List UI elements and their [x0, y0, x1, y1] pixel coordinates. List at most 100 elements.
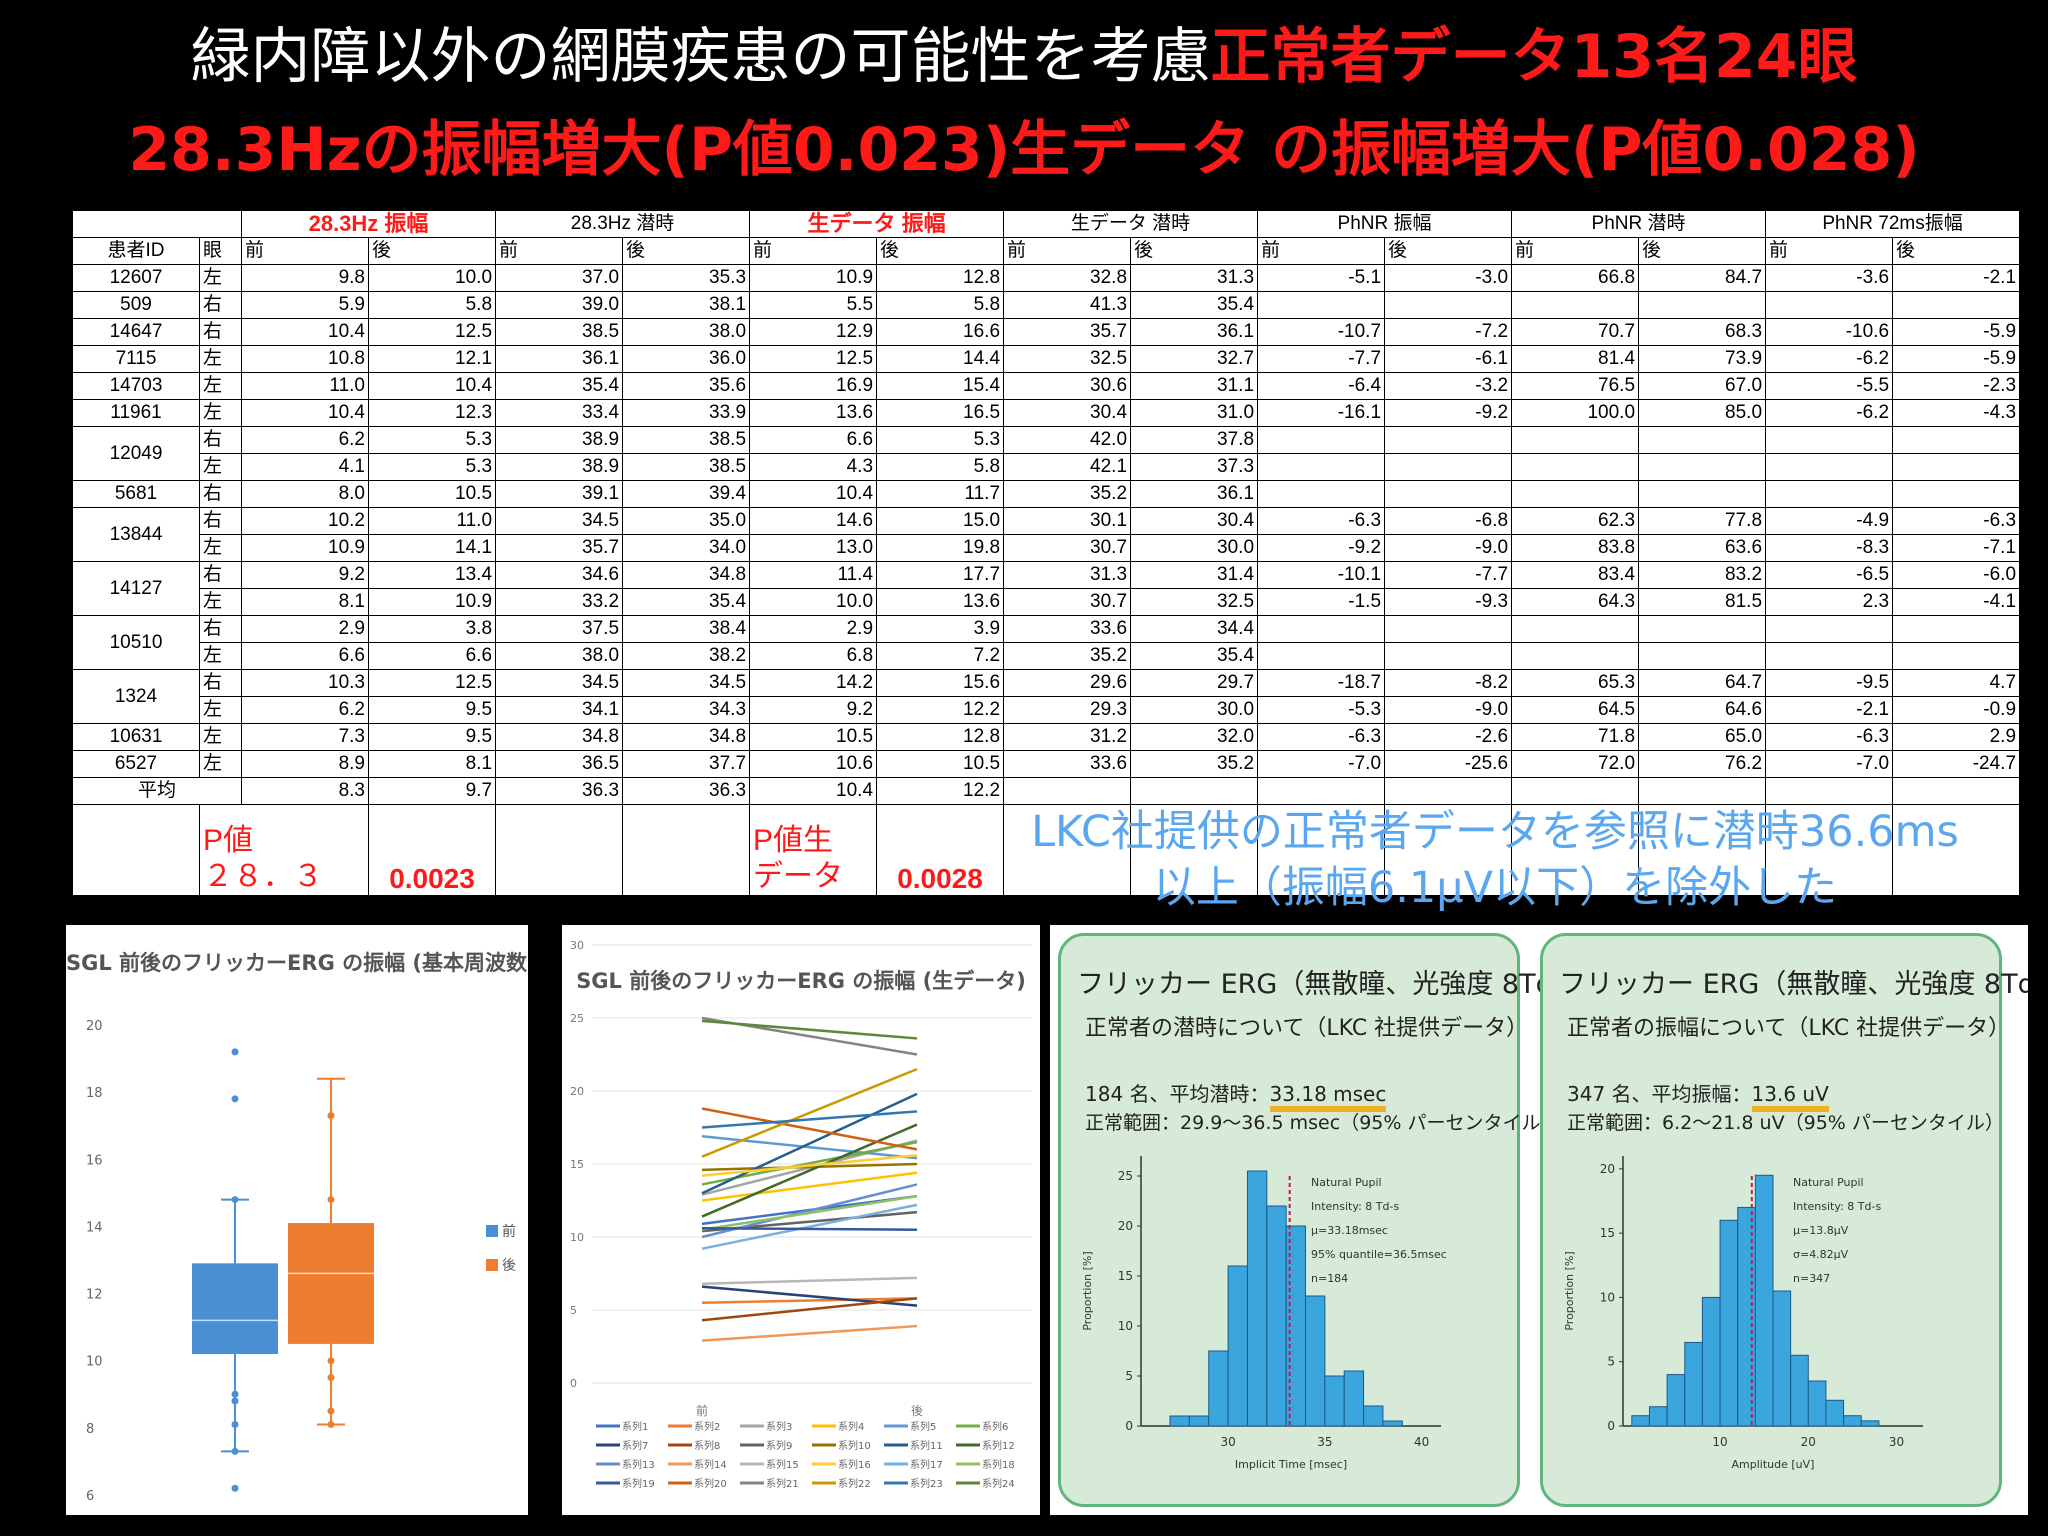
value-cell: 16.5 [876, 399, 1005, 427]
group-header: 28.3Hz 振幅 [240, 210, 497, 238]
value-cell: 32.7 [1130, 345, 1259, 373]
average-value: 9.7 [367, 777, 497, 805]
value-cell: 6.6 [241, 642, 369, 670]
table-average-row: 平均 8.3 9.7 36.3 36.3 10.4 12.2 [72, 777, 2021, 805]
value-cell: 12.5 [749, 345, 878, 373]
series-line [701, 1162, 918, 1172]
series-line [701, 1067, 918, 1158]
value-cell: 73.9 [1638, 345, 1767, 373]
value-cell [1384, 480, 1513, 508]
value-cell: 10.0 [749, 588, 878, 616]
value-cell: 35.2 [1003, 480, 1132, 508]
patient-id: 12049 [72, 426, 200, 481]
value-cell: -3.2 [1384, 372, 1513, 400]
value-cell [1511, 453, 1640, 481]
value-cell: -5.9 [1892, 318, 2021, 346]
value-cell: 77.8 [1638, 507, 1767, 535]
lkc-latency-range: 正常範囲：29.9～36.5 msec（95% パーセンタイル） [1085, 1112, 1560, 1134]
value-cell: 12.1 [367, 345, 497, 373]
value-cell: 5.8 [876, 453, 1005, 481]
legend-label: 前 [502, 1223, 516, 1240]
box-after-point [327, 1421, 335, 1428]
value-cell: 10.9 [749, 264, 878, 292]
value-cell [1384, 453, 1513, 481]
value-cell [1765, 615, 1894, 643]
box-before-point [231, 1390, 239, 1398]
title-white-part: 緑内障以外の網膜疾患の可能性を考慮 [190, 22, 1211, 92]
table-cell-empty [1765, 804, 1894, 896]
value-cell: 38.5 [622, 426, 751, 454]
y-axis-label: Proportion [%] [1081, 1251, 1094, 1330]
value-cell: 30.1 [1003, 507, 1132, 535]
value-cell [1257, 453, 1386, 481]
lkc-reference-panel: フリッカー ERG（無散瞳、光強度 8Td･s） 正常者の潜時について（LKC … [1050, 925, 2028, 1515]
legend-label: 系列15 [766, 1458, 799, 1471]
table-cell-empty [622, 804, 751, 896]
series-line [701, 1135, 918, 1160]
box-before-point [231, 1323, 239, 1331]
legend-label: 系列5 [910, 1420, 936, 1433]
box-before-point [231, 1266, 239, 1274]
value-cell: 36.1 [495, 345, 624, 373]
header-blank [72, 210, 242, 238]
x-tick-label: 20 [1801, 1435, 1816, 1449]
x-tick-label: 10 [1712, 1435, 1727, 1449]
value-cell: 10.0 [367, 264, 497, 292]
linechart-panel: SGL 前後のフリッカーERG の振幅 (生データ) 30 25 20 15 10 5 0 前… [562, 925, 1040, 1515]
value-cell: 34.4 [1130, 615, 1259, 643]
average-label: 平均 [72, 777, 242, 805]
value-cell: -6.2 [1765, 345, 1894, 373]
value-cell: 30.4 [1003, 399, 1132, 427]
histogram-bar [1305, 1295, 1326, 1427]
value-cell: 33.6 [1003, 750, 1132, 778]
lkc-latency-mean: 184 名、平均潜時：33.18 msec [1085, 1078, 1387, 1112]
histogram-legend-text: n=347 [1793, 1272, 1830, 1285]
linechart-title: SGL 前後のフリッカーERG の振幅 (生データ) [576, 969, 1026, 993]
col-after: 後 [1892, 237, 2021, 265]
value-cell: 5.8 [876, 291, 1005, 319]
eye: 左 [199, 723, 242, 751]
value-cell: 10.5 [367, 480, 497, 508]
value-cell: 65.3 [1511, 669, 1640, 697]
y-tick-label: 10 [570, 1231, 584, 1244]
table-cell-empty [1130, 804, 1259, 896]
value-cell: 38.5 [495, 318, 624, 346]
value-cell: -6.8 [1384, 507, 1513, 535]
value-cell: 5.3 [367, 453, 497, 481]
value-cell: 5.5 [749, 291, 878, 319]
value-cell: -7.0 [1765, 750, 1894, 778]
patient-id: 10631 [72, 723, 200, 751]
value-cell: 35.0 [622, 507, 751, 535]
value-cell: -5.3 [1257, 696, 1386, 724]
eye: 右 [199, 561, 242, 589]
box-after-point [327, 1196, 335, 1204]
value-cell: 4.7 [1892, 669, 2021, 697]
box-before-point [231, 1343, 239, 1351]
table-row: 6527 左 8.9 8.1 36.5 37.7 10.6 10.5 33.6 35.2 -7.0-… [72, 750, 2021, 778]
table-cell-empty [1638, 804, 1767, 896]
series-line [701, 1276, 918, 1285]
value-cell: 9.5 [367, 723, 497, 751]
value-cell: 35.4 [1130, 291, 1259, 319]
value-cell: 15.4 [876, 372, 1005, 400]
value-cell: -6.3 [1257, 723, 1386, 751]
value-cell: 12.8 [876, 723, 1005, 751]
value-cell: 30.7 [1003, 534, 1132, 562]
histogram-bar [1246, 1170, 1268, 1427]
patient-id: 14647 [72, 318, 200, 346]
value-cell: 2.3 [1765, 588, 1894, 616]
legend-label: 後 [502, 1258, 516, 1274]
table-row: 14703 左 11.0 10.4 35.4 35.6 16.9 15.4 30.6 31.1 -6… [72, 372, 2021, 400]
value-cell: 10.2 [241, 507, 369, 535]
value-cell: -2.3 [1892, 372, 2021, 400]
series-line [701, 1092, 918, 1195]
value-cell: -7.7 [1384, 561, 1513, 589]
value-cell: -6.2 [1765, 399, 1894, 427]
value-cell: -6.0 [1892, 561, 2021, 589]
eye: 右 [199, 291, 242, 319]
value-cell [1511, 642, 1640, 670]
box-after-point [327, 1112, 335, 1120]
table-cell-empty [1384, 777, 1513, 805]
value-cell: -6.1 [1384, 345, 1513, 373]
